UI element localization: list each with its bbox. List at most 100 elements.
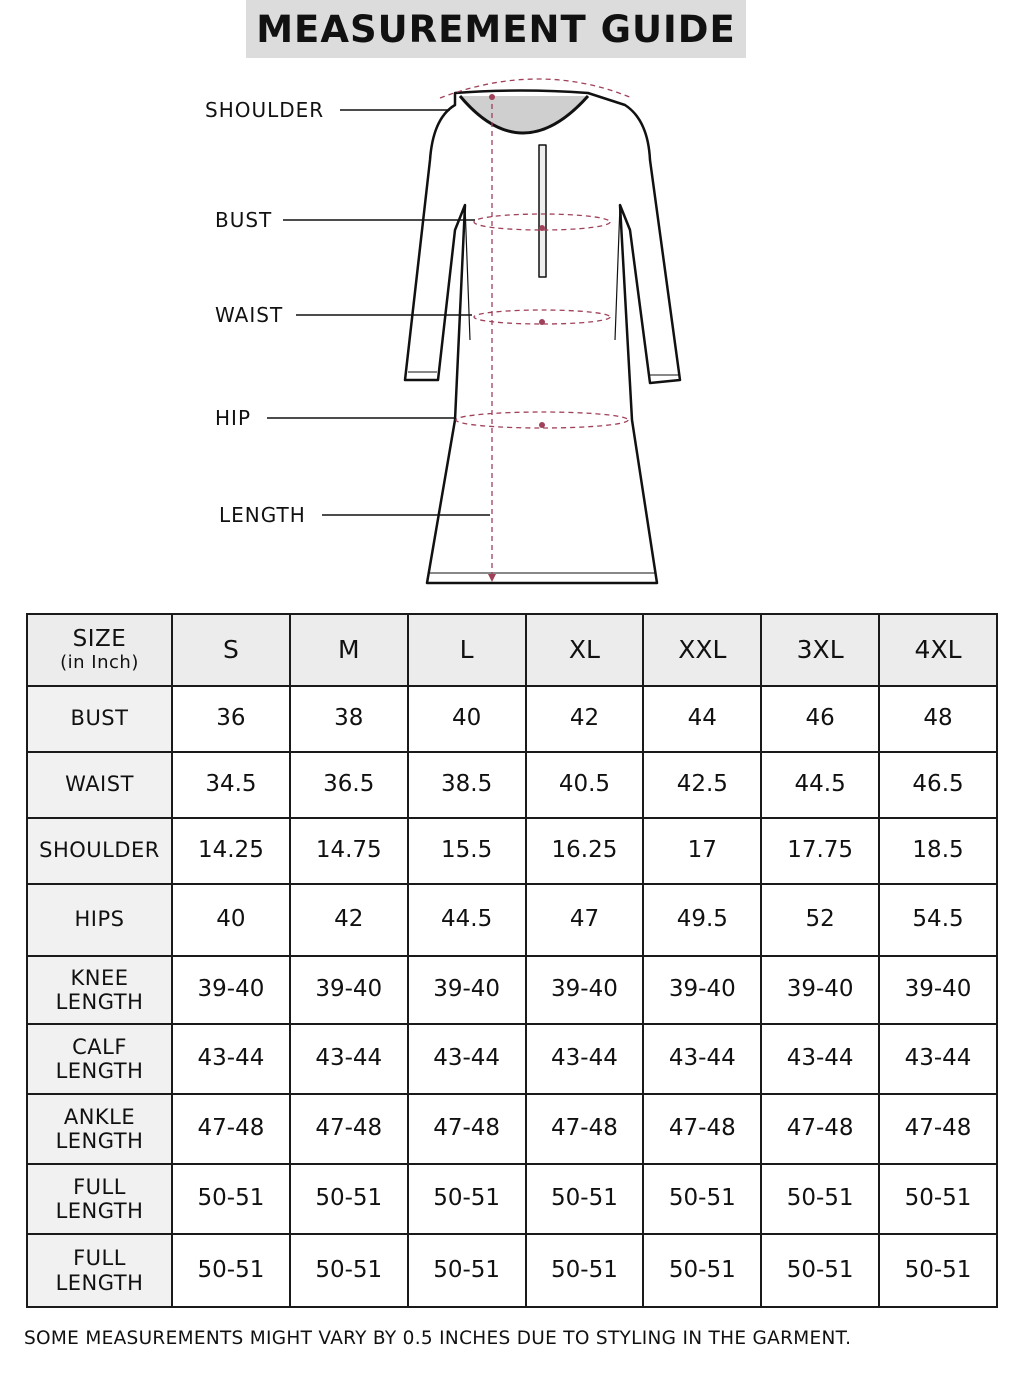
- table-cell: 50-51: [878, 1163, 998, 1235]
- table-cell: 50-51: [878, 1233, 998, 1308]
- table-cell: 42: [524, 685, 645, 753]
- waist-measure: [473, 309, 611, 325]
- table-cell: 16.25: [524, 817, 645, 885]
- placket: [538, 144, 547, 278]
- table-cell: 47-48: [642, 1093, 763, 1165]
- shoulder-measure: [439, 78, 633, 99]
- label-shoulder: SHOULDER: [205, 98, 325, 122]
- table-cell: 43-44: [288, 1023, 409, 1095]
- table-cell: 39-40: [878, 955, 998, 1025]
- size-header-label: SIZE: [72, 626, 127, 653]
- table-cell: 38.5: [406, 751, 527, 819]
- table-cell: 50-51: [642, 1233, 763, 1308]
- table-cell: 47-48: [524, 1093, 645, 1165]
- bust-measure: [473, 213, 611, 231]
- label-waist: WAIST: [215, 303, 284, 327]
- size-header-xxl: XXL: [642, 613, 763, 687]
- table-cell: 43-44: [878, 1023, 998, 1095]
- table-cell: 47-48: [760, 1093, 881, 1165]
- table-header-row: SIZE (in Inch) S M L XL XXL 3XL 4XL: [26, 613, 998, 687]
- size-header-3xl: 3XL: [760, 613, 881, 687]
- table-row: WAIST 34.5 36.5 38.5 40.5 42.5 44.5 46.5: [26, 751, 998, 819]
- table-cell: 48: [878, 685, 998, 753]
- size-header-m: M: [288, 613, 409, 687]
- dress-diagram: [267, 78, 682, 585]
- table-cell: 39-40: [524, 955, 645, 1025]
- row-label: FULL LENGTH: [26, 1233, 173, 1308]
- size-header-4xl: 4XL: [878, 613, 998, 687]
- table-cell: 36.5: [288, 751, 409, 819]
- size-header-l: L: [406, 613, 527, 687]
- table-cell: 42: [288, 883, 409, 957]
- table-cell: 40: [171, 883, 291, 957]
- unit-label: (in Inch): [60, 651, 139, 673]
- table-cell: 18.5: [878, 817, 998, 885]
- size-header-xl: XL: [524, 613, 645, 687]
- table-cell: 39-40: [171, 955, 291, 1025]
- table-cell: 17.75: [760, 817, 881, 885]
- row-label: ANKLE LENGTH: [26, 1093, 173, 1165]
- table-cell: 15.5: [406, 817, 527, 885]
- row-label: HIPS: [26, 883, 173, 957]
- table-cell: 46: [760, 685, 881, 753]
- table-cell: 39-40: [642, 955, 763, 1025]
- table-cell: 39-40: [760, 955, 881, 1025]
- row-label: WAIST: [26, 751, 173, 819]
- table-cell: 50-51: [171, 1233, 291, 1308]
- table-cell: 44: [642, 685, 763, 753]
- table-row: SHOULDER 14.25 14.75 15.5 16.25 17 17.75 18.5: [26, 817, 998, 885]
- table-cell: 43-44: [642, 1023, 763, 1095]
- table-cell: 46.5: [878, 751, 998, 819]
- neckline: [458, 95, 590, 135]
- table-cell: 47-48: [878, 1093, 998, 1165]
- table-row: KNEE LENGTH 39-40 39-40 39-40 39-40 39-40 39-40…: [26, 955, 998, 1025]
- table-cell: 47-48: [171, 1093, 291, 1165]
- table-cell: 50-51: [406, 1233, 527, 1308]
- table-cell: 39-40: [406, 955, 527, 1025]
- dress-outline: [403, 89, 682, 585]
- table-row: FULL LENGTH 50-51 50-51 50-51 50-51 50-51 50-51…: [26, 1233, 998, 1308]
- label-bust: BUST: [215, 208, 273, 232]
- table-cell: 47-48: [288, 1093, 409, 1165]
- table-cell: 47-48: [406, 1093, 527, 1165]
- table-cell: 54.5: [878, 883, 998, 957]
- table-cell: 52: [760, 883, 881, 957]
- page-title: MEASUREMENT GUIDE: [246, 0, 746, 58]
- label-hip: HIP: [215, 406, 251, 430]
- table-cell: 39-40: [288, 955, 409, 1025]
- table-cell: 17: [642, 817, 763, 885]
- table-cell: 40.5: [524, 751, 645, 819]
- table-row: ANKLE LENGTH 47-48 47-48 47-48 47-48 47-48 47-4…: [26, 1093, 998, 1165]
- row-label: SHOULDER: [26, 817, 173, 885]
- table-row: FULL LENGTH 50-51 50-51 50-51 50-51 50-51 50-51…: [26, 1163, 998, 1235]
- footnote: SOME MEASUREMENTS MIGHT VARY BY 0.5 INCH…: [24, 1328, 852, 1349]
- table-cell: 50-51: [288, 1233, 409, 1308]
- table-cell: 14.25: [171, 817, 291, 885]
- size-header-cell: SIZE (in Inch): [26, 613, 173, 687]
- table-cell: 49.5: [642, 883, 763, 957]
- table-cell: 43-44: [171, 1023, 291, 1095]
- table-cell: 34.5: [171, 751, 291, 819]
- table-row: HIPS 40 42 44.5 47 49.5 52 54.5: [26, 883, 998, 957]
- table-cell: 44.5: [760, 751, 881, 819]
- size-header-s: S: [171, 613, 291, 687]
- size-chart-table: SIZE (in Inch) S M L XL XXL 3XL 4XL BUST 36 38 40…: [26, 613, 998, 1308]
- table-cell: 50-51: [760, 1163, 881, 1235]
- row-label: BUST: [26, 685, 173, 753]
- row-label: FULL LENGTH: [26, 1163, 173, 1235]
- hip-measure: [455, 411, 629, 429]
- table-cell: 43-44: [760, 1023, 881, 1095]
- table-cell: 50-51: [760, 1233, 881, 1308]
- table-cell: 50-51: [288, 1163, 409, 1235]
- table-row: CALF LENGTH 43-44 43-44 43-44 43-44 43-44 43-44…: [26, 1023, 998, 1095]
- row-label: CALF LENGTH: [26, 1023, 173, 1095]
- table-cell: 14.75: [288, 817, 409, 885]
- table-cell: 36: [171, 685, 291, 753]
- table-cell: 44.5: [406, 883, 527, 957]
- table-cell: 42.5: [642, 751, 763, 819]
- table-cell: 43-44: [524, 1023, 645, 1095]
- table-cell: 50-51: [642, 1163, 763, 1235]
- table-row: BUST 36 38 40 42 44 46 48: [26, 685, 998, 753]
- table-cell: 50-51: [524, 1163, 645, 1235]
- table-cell: 50-51: [406, 1163, 527, 1235]
